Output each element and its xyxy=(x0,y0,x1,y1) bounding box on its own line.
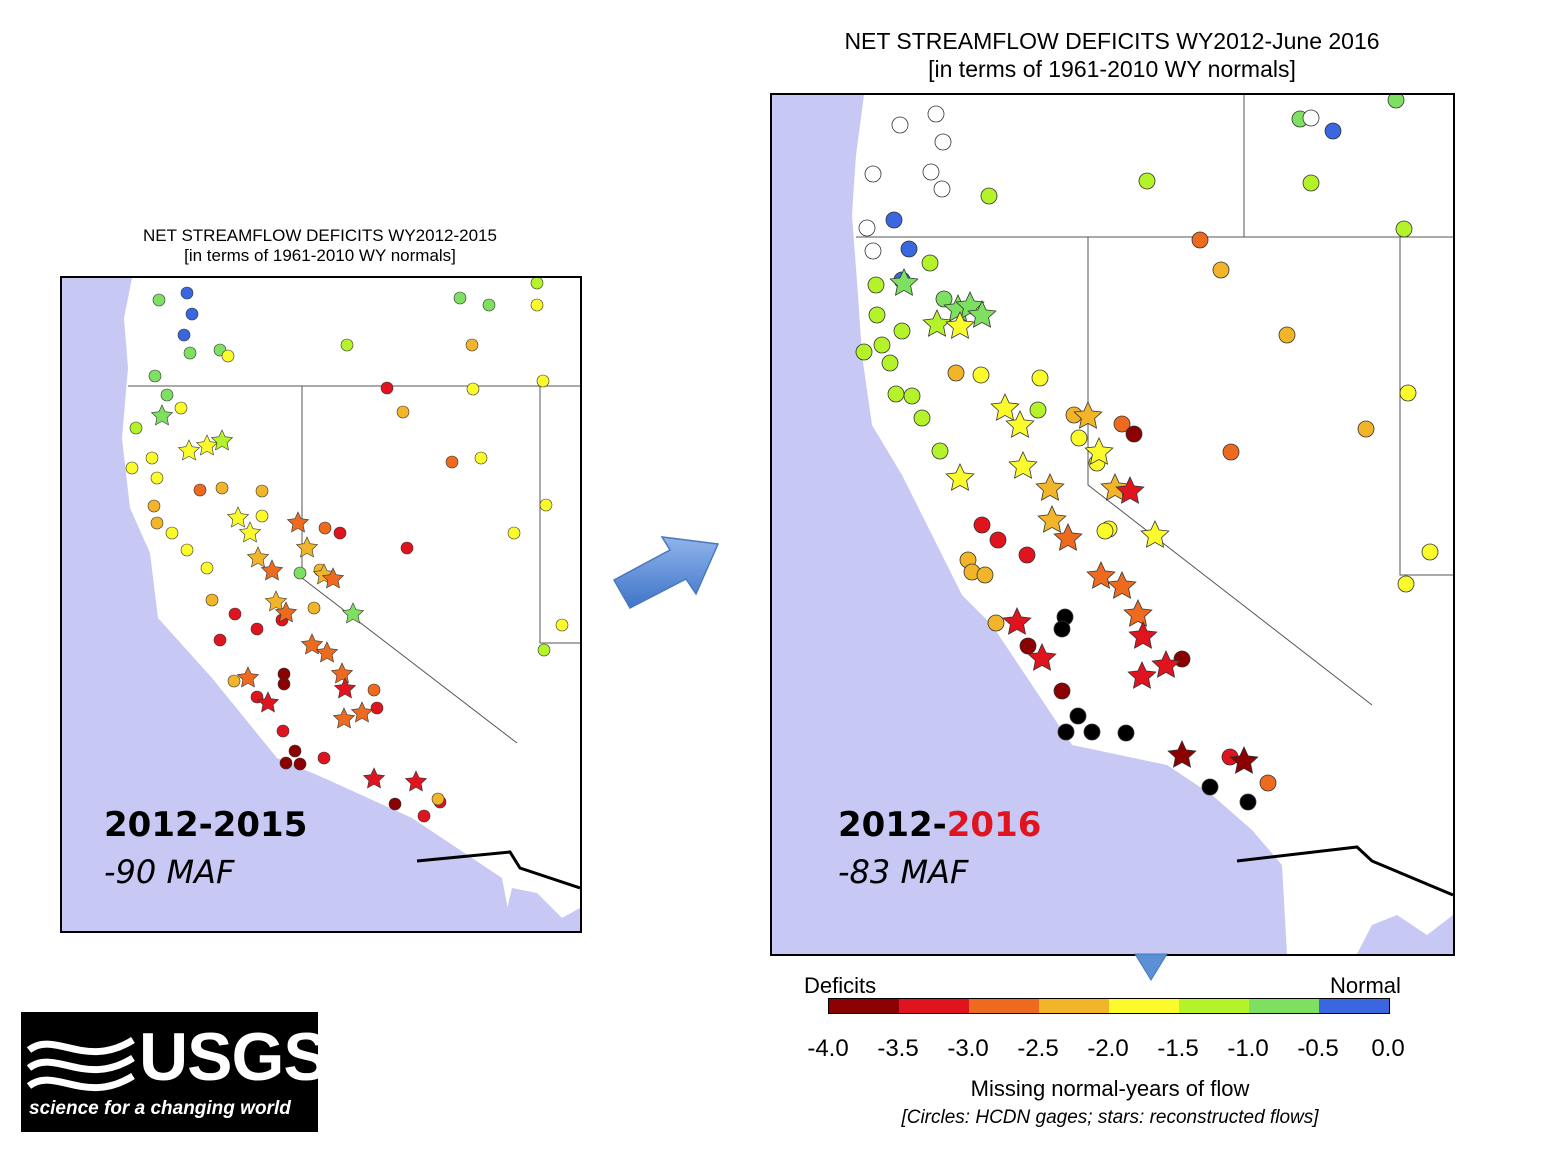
right-mexico-border xyxy=(1236,845,1453,897)
comparison-arrow-icon xyxy=(612,536,720,609)
right-state-borders xyxy=(856,95,1453,706)
legend-color-segment xyxy=(1179,999,1249,1013)
legend-note: [Circles: HCDN gages; stars: reconstruct… xyxy=(901,1107,1319,1128)
color-legend: Deficits Normal -4.0 -3.5 -3.0 -2.5 -2.0 -1.5… xyxy=(780,965,1440,1140)
left-period-label: 2012-2015 xyxy=(104,805,308,845)
legend-title: Missing normal-years of flow xyxy=(970,1076,1250,1101)
legend-color-segment xyxy=(1319,999,1389,1013)
right-ocean-southeast xyxy=(1357,915,1453,954)
left-map: 2012-2015 -90 MAF xyxy=(60,276,582,933)
legend-color-bar xyxy=(828,998,1390,1014)
right-map-title: NET STREAMFLOW DEFICITS WY2012-June 2016… xyxy=(770,28,1454,83)
usgs-logo: USGS science for a changing world xyxy=(21,1012,329,1132)
usgs-wave-icon xyxy=(26,1036,135,1091)
right-period-end: 2016 xyxy=(946,805,1042,845)
legend-color-segment xyxy=(899,999,969,1013)
legend-tick-label: -3.0 xyxy=(947,1035,989,1062)
legend-color-segment xyxy=(969,999,1039,1013)
right-deficit-total: -83 MAF xyxy=(838,853,969,891)
legend-tick-label: -0.5 xyxy=(1297,1035,1339,1062)
right-map-canvas xyxy=(772,95,1453,954)
right-map-title-line2: [in terms of 1961-2010 WY normals] xyxy=(928,55,1296,82)
legend-tick-label: -3.5 xyxy=(877,1035,919,1062)
legend-color-segment xyxy=(829,999,899,1013)
legend-color-segment xyxy=(1039,999,1109,1013)
left-deficit-total: -90 MAF xyxy=(104,853,235,891)
left-station-markers xyxy=(125,278,569,823)
left-map-title-line1: NET STREAMFLOW DEFICITS WY2012-2015 xyxy=(143,226,497,245)
usgs-wordmark: USGS xyxy=(139,1019,329,1095)
legend-tick-label: -1.5 xyxy=(1157,1035,1199,1062)
legend-color-segment xyxy=(1109,999,1179,1013)
legend-position-marker-icon xyxy=(1134,953,1168,981)
left-map-title-line2: [in terms of 1961-2010 WY normals] xyxy=(184,246,456,266)
left-ocean xyxy=(62,278,512,931)
right-period-label: 2012-2016 xyxy=(838,805,1041,845)
legend-tick-label: -4.0 xyxy=(807,1035,849,1062)
left-map-title: NET STREAMFLOW DEFICITS WY2012-2015 [in … xyxy=(60,226,580,267)
legend-tick-label: -2.5 xyxy=(1017,1035,1059,1062)
legend-color-segment xyxy=(1249,999,1319,1013)
right-station-markers xyxy=(855,95,1439,811)
legend-tick-label: -1.0 xyxy=(1227,1035,1269,1062)
usgs-tagline: science for a changing world xyxy=(29,1098,291,1119)
left-ocean-southeast xyxy=(502,888,580,931)
left-map-canvas xyxy=(62,278,580,931)
legend-tick-label: -2.0 xyxy=(1087,1035,1129,1062)
right-period-start: 2012- xyxy=(838,805,947,845)
legend-tick-label: 0.0 xyxy=(1371,1035,1405,1062)
left-mexico-border xyxy=(416,850,580,890)
right-map-title-line1: NET STREAMFLOW DEFICITS WY2012-June 2016 xyxy=(844,28,1380,54)
right-ocean xyxy=(772,95,1287,954)
legend-normal-label: Normal xyxy=(1330,973,1401,998)
legend-deficits-label: Deficits xyxy=(804,973,877,998)
right-map: 2012-2016 -83 MAF xyxy=(770,93,1455,956)
